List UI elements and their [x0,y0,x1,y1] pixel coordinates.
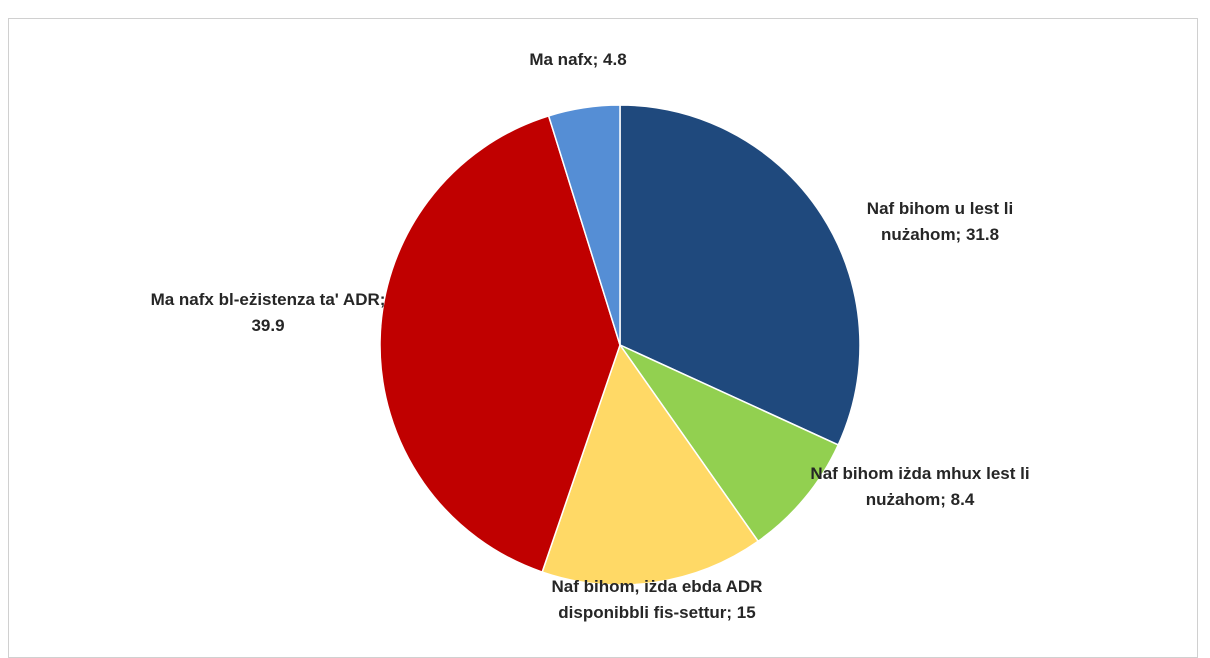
pie-slice [547,104,621,346]
data-label: Ma nafx bl-eżistenza ta' ADR; 39.9 [150,290,386,335]
data-label: Ma nafx; 4.8 [529,50,627,69]
pie-slice [617,343,840,543]
data-label: Naf bihom u lest li nużahom; 31.8 [866,199,1014,244]
chart [379,104,861,586]
page: Naf bihom u lest li nużahom; 31.8 Naf bih… [8,18,1198,658]
pie-slice [619,104,861,446]
pie-slice [541,343,760,586]
pie-slice [379,114,621,573]
data-label: Naf bihom iżda mhux lest li nużahom; 8.4 [810,464,1030,509]
data-label: Naf bihom, iżda ebda ADR disponibbli fis… [551,577,763,622]
